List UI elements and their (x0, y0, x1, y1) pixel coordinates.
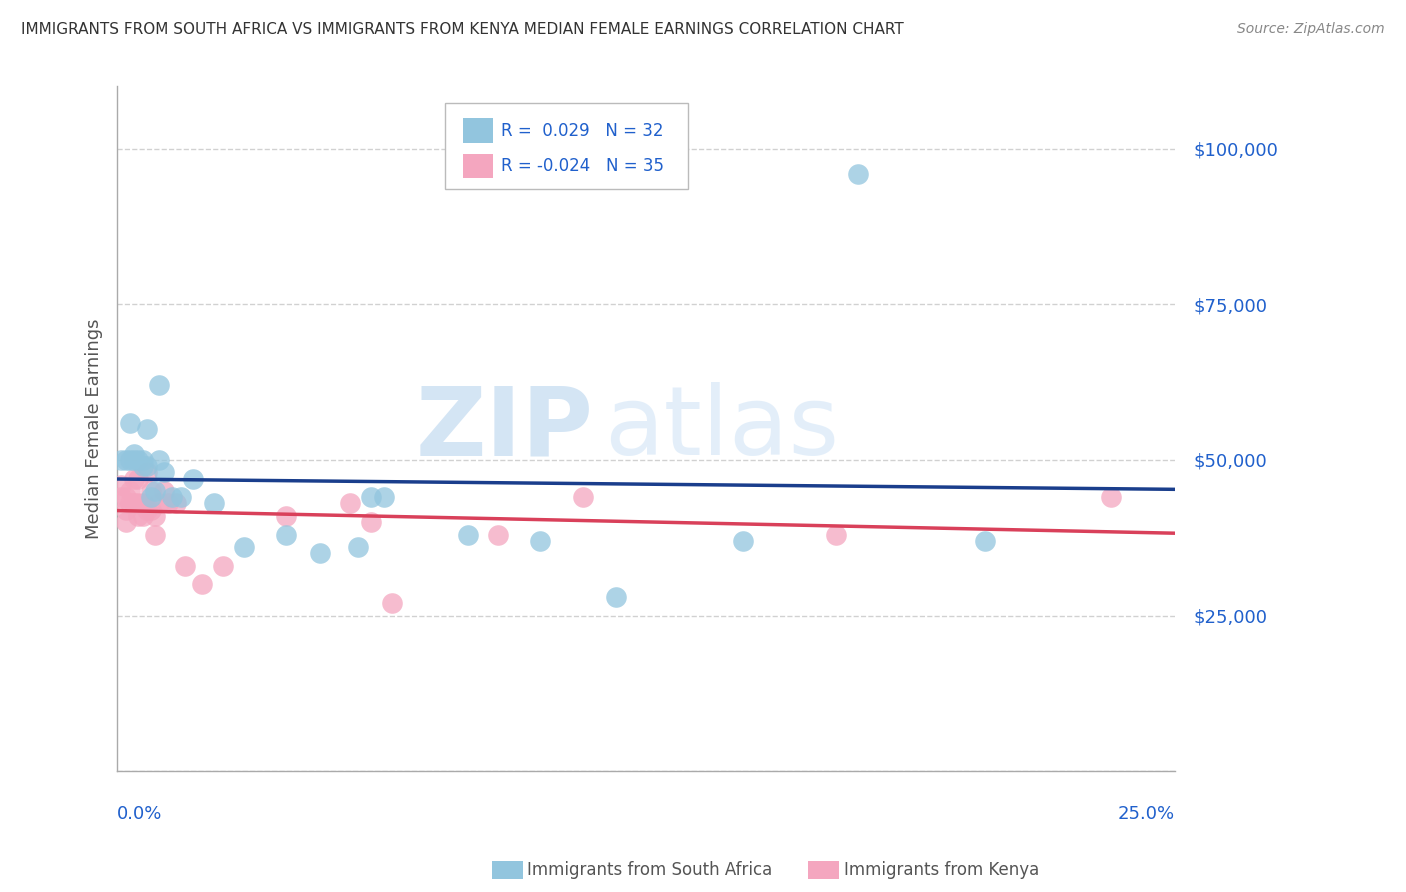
Point (309, 546, 332, 560)
FancyBboxPatch shape (463, 153, 492, 178)
Point (143, 508, 166, 523)
Point (486, 527, 509, 541)
Point (148, 378, 170, 392)
Point (183, 471, 205, 485)
Text: R =  0.029   N = 32: R = 0.029 N = 32 (501, 121, 664, 139)
Point (127, 453, 149, 467)
Point (118, 453, 141, 467)
Text: R = -0.024   N = 35: R = -0.024 N = 35 (501, 157, 664, 175)
Point (131, 459, 153, 474)
Y-axis label: Median Female Earnings: Median Female Earnings (86, 318, 103, 539)
Point (457, 527, 479, 541)
Point (733, 533, 755, 548)
Point (131, 508, 153, 523)
Point (114, 453, 136, 467)
Point (173, 558, 195, 573)
FancyBboxPatch shape (463, 119, 492, 143)
Point (114, 502, 136, 516)
Point (212, 558, 235, 573)
Point (122, 496, 145, 510)
Point (114, 490, 136, 504)
Text: atlas: atlas (603, 383, 839, 475)
Point (276, 527, 298, 541)
Text: 0.0%: 0.0% (117, 805, 163, 823)
Point (233, 540, 256, 554)
Point (373, 490, 395, 504)
Point (139, 490, 162, 504)
Point (127, 508, 149, 523)
Point (156, 496, 179, 510)
Point (973, 533, 995, 548)
Point (118, 416, 141, 430)
Point (127, 471, 149, 485)
Point (148, 453, 170, 467)
Point (605, 590, 627, 604)
Text: Immigrants from Kenya: Immigrants from Kenya (844, 861, 1039, 879)
Text: Immigrants from South Africa: Immigrants from South Africa (527, 861, 772, 879)
Point (110, 453, 132, 467)
Point (529, 533, 551, 548)
Point (139, 483, 162, 498)
Point (110, 477, 132, 491)
Point (139, 502, 162, 516)
Point (135, 422, 157, 436)
Text: Source: ZipAtlas.com: Source: ZipAtlas.com (1237, 22, 1385, 37)
Point (204, 496, 226, 510)
Point (143, 527, 166, 541)
Text: 25.0%: 25.0% (1118, 805, 1175, 823)
Point (825, 527, 848, 541)
Text: IMMIGRANTS FROM SOUTH AFRICA VS IMMIGRANTS FROM KENYA MEDIAN FEMALE EARNINGS COR: IMMIGRANTS FROM SOUTH AFRICA VS IMMIGRAN… (21, 22, 904, 37)
Point (571, 490, 593, 504)
Point (135, 502, 157, 516)
Point (360, 515, 382, 529)
Point (1099, 490, 1122, 504)
FancyBboxPatch shape (446, 103, 689, 189)
Point (846, 167, 869, 181)
Text: ZIP: ZIP (415, 383, 593, 475)
Point (110, 490, 132, 504)
Point (339, 496, 361, 510)
Point (135, 466, 157, 480)
Point (360, 490, 382, 504)
Point (122, 471, 145, 485)
Point (160, 490, 183, 504)
Point (122, 453, 145, 467)
Point (191, 577, 214, 591)
Point (131, 496, 153, 510)
Point (118, 496, 141, 510)
Point (135, 459, 157, 474)
Point (118, 483, 141, 498)
Point (169, 490, 191, 504)
Point (347, 540, 370, 554)
Point (127, 496, 149, 510)
Point (381, 596, 404, 610)
Point (152, 466, 174, 480)
Point (131, 453, 153, 467)
Point (122, 447, 145, 461)
Point (276, 508, 298, 523)
Point (143, 483, 166, 498)
Point (165, 496, 187, 510)
Point (148, 496, 170, 510)
Point (114, 515, 136, 529)
Point (152, 483, 174, 498)
